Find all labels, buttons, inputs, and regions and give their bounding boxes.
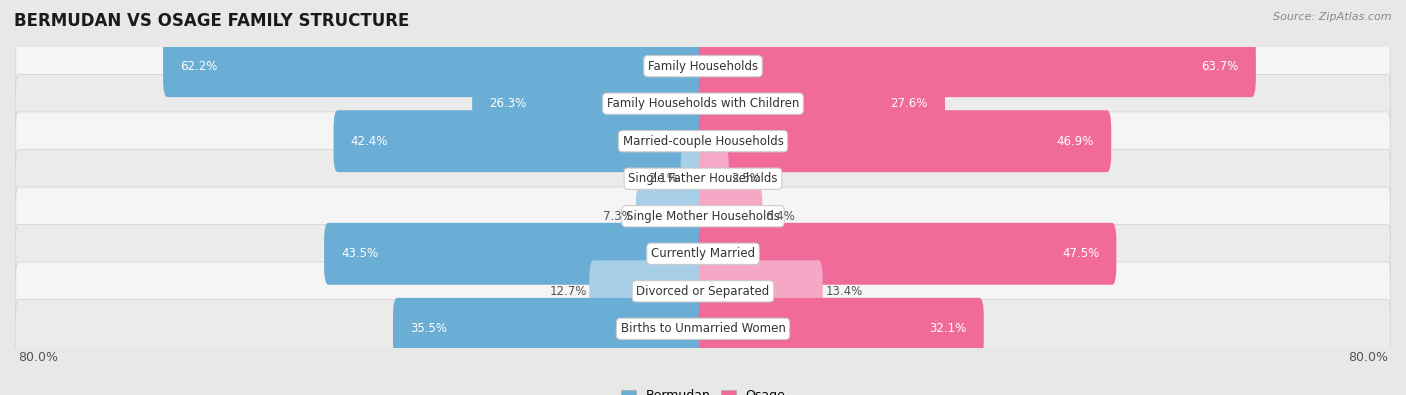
FancyBboxPatch shape [333, 110, 707, 172]
FancyBboxPatch shape [699, 223, 1116, 285]
Text: Divorced or Separated: Divorced or Separated [637, 285, 769, 298]
Text: 6.4%: 6.4% [765, 210, 794, 223]
Text: 2.5%: 2.5% [731, 172, 761, 185]
Text: 47.5%: 47.5% [1062, 247, 1099, 260]
Text: 43.5%: 43.5% [342, 247, 378, 260]
FancyBboxPatch shape [15, 262, 1391, 321]
Text: Currently Married: Currently Married [651, 247, 755, 260]
Text: 2.1%: 2.1% [648, 172, 678, 185]
Text: Births to Unmarried Women: Births to Unmarried Women [620, 322, 786, 335]
FancyBboxPatch shape [15, 74, 1391, 133]
Text: Source: ZipAtlas.com: Source: ZipAtlas.com [1274, 12, 1392, 22]
Text: Single Mother Households: Single Mother Households [626, 210, 780, 223]
Text: 46.9%: 46.9% [1056, 135, 1094, 148]
Text: 27.6%: 27.6% [890, 97, 928, 110]
FancyBboxPatch shape [699, 110, 1111, 172]
Text: 62.2%: 62.2% [180, 60, 218, 73]
Text: 7.3%: 7.3% [603, 210, 633, 223]
FancyBboxPatch shape [15, 37, 1391, 96]
Text: Married-couple Households: Married-couple Households [623, 135, 783, 148]
FancyBboxPatch shape [323, 223, 707, 285]
FancyBboxPatch shape [681, 148, 707, 210]
Text: 80.0%: 80.0% [1347, 351, 1388, 364]
FancyBboxPatch shape [15, 224, 1391, 283]
FancyBboxPatch shape [699, 35, 1256, 97]
FancyBboxPatch shape [699, 298, 984, 360]
Text: 35.5%: 35.5% [411, 322, 447, 335]
Text: 63.7%: 63.7% [1201, 60, 1239, 73]
Text: 42.4%: 42.4% [350, 135, 388, 148]
FancyBboxPatch shape [15, 149, 1391, 208]
FancyBboxPatch shape [392, 298, 707, 360]
Legend: Bermudan, Osage: Bermudan, Osage [616, 384, 790, 395]
FancyBboxPatch shape [699, 148, 728, 210]
Text: Family Households with Children: Family Households with Children [607, 97, 799, 110]
FancyBboxPatch shape [699, 73, 945, 135]
Text: BERMUDAN VS OSAGE FAMILY STRUCTURE: BERMUDAN VS OSAGE FAMILY STRUCTURE [14, 12, 409, 30]
Text: Family Households: Family Households [648, 60, 758, 73]
FancyBboxPatch shape [15, 299, 1391, 358]
Text: 26.3%: 26.3% [489, 97, 527, 110]
FancyBboxPatch shape [699, 185, 762, 247]
Text: 12.7%: 12.7% [550, 285, 586, 298]
FancyBboxPatch shape [699, 260, 823, 322]
Text: 13.4%: 13.4% [825, 285, 862, 298]
FancyBboxPatch shape [163, 35, 707, 97]
FancyBboxPatch shape [589, 260, 707, 322]
Text: 32.1%: 32.1% [929, 322, 966, 335]
Text: 80.0%: 80.0% [18, 351, 59, 364]
FancyBboxPatch shape [472, 73, 707, 135]
Text: Single Father Households: Single Father Households [628, 172, 778, 185]
FancyBboxPatch shape [15, 112, 1391, 171]
FancyBboxPatch shape [636, 185, 707, 247]
FancyBboxPatch shape [15, 187, 1391, 246]
